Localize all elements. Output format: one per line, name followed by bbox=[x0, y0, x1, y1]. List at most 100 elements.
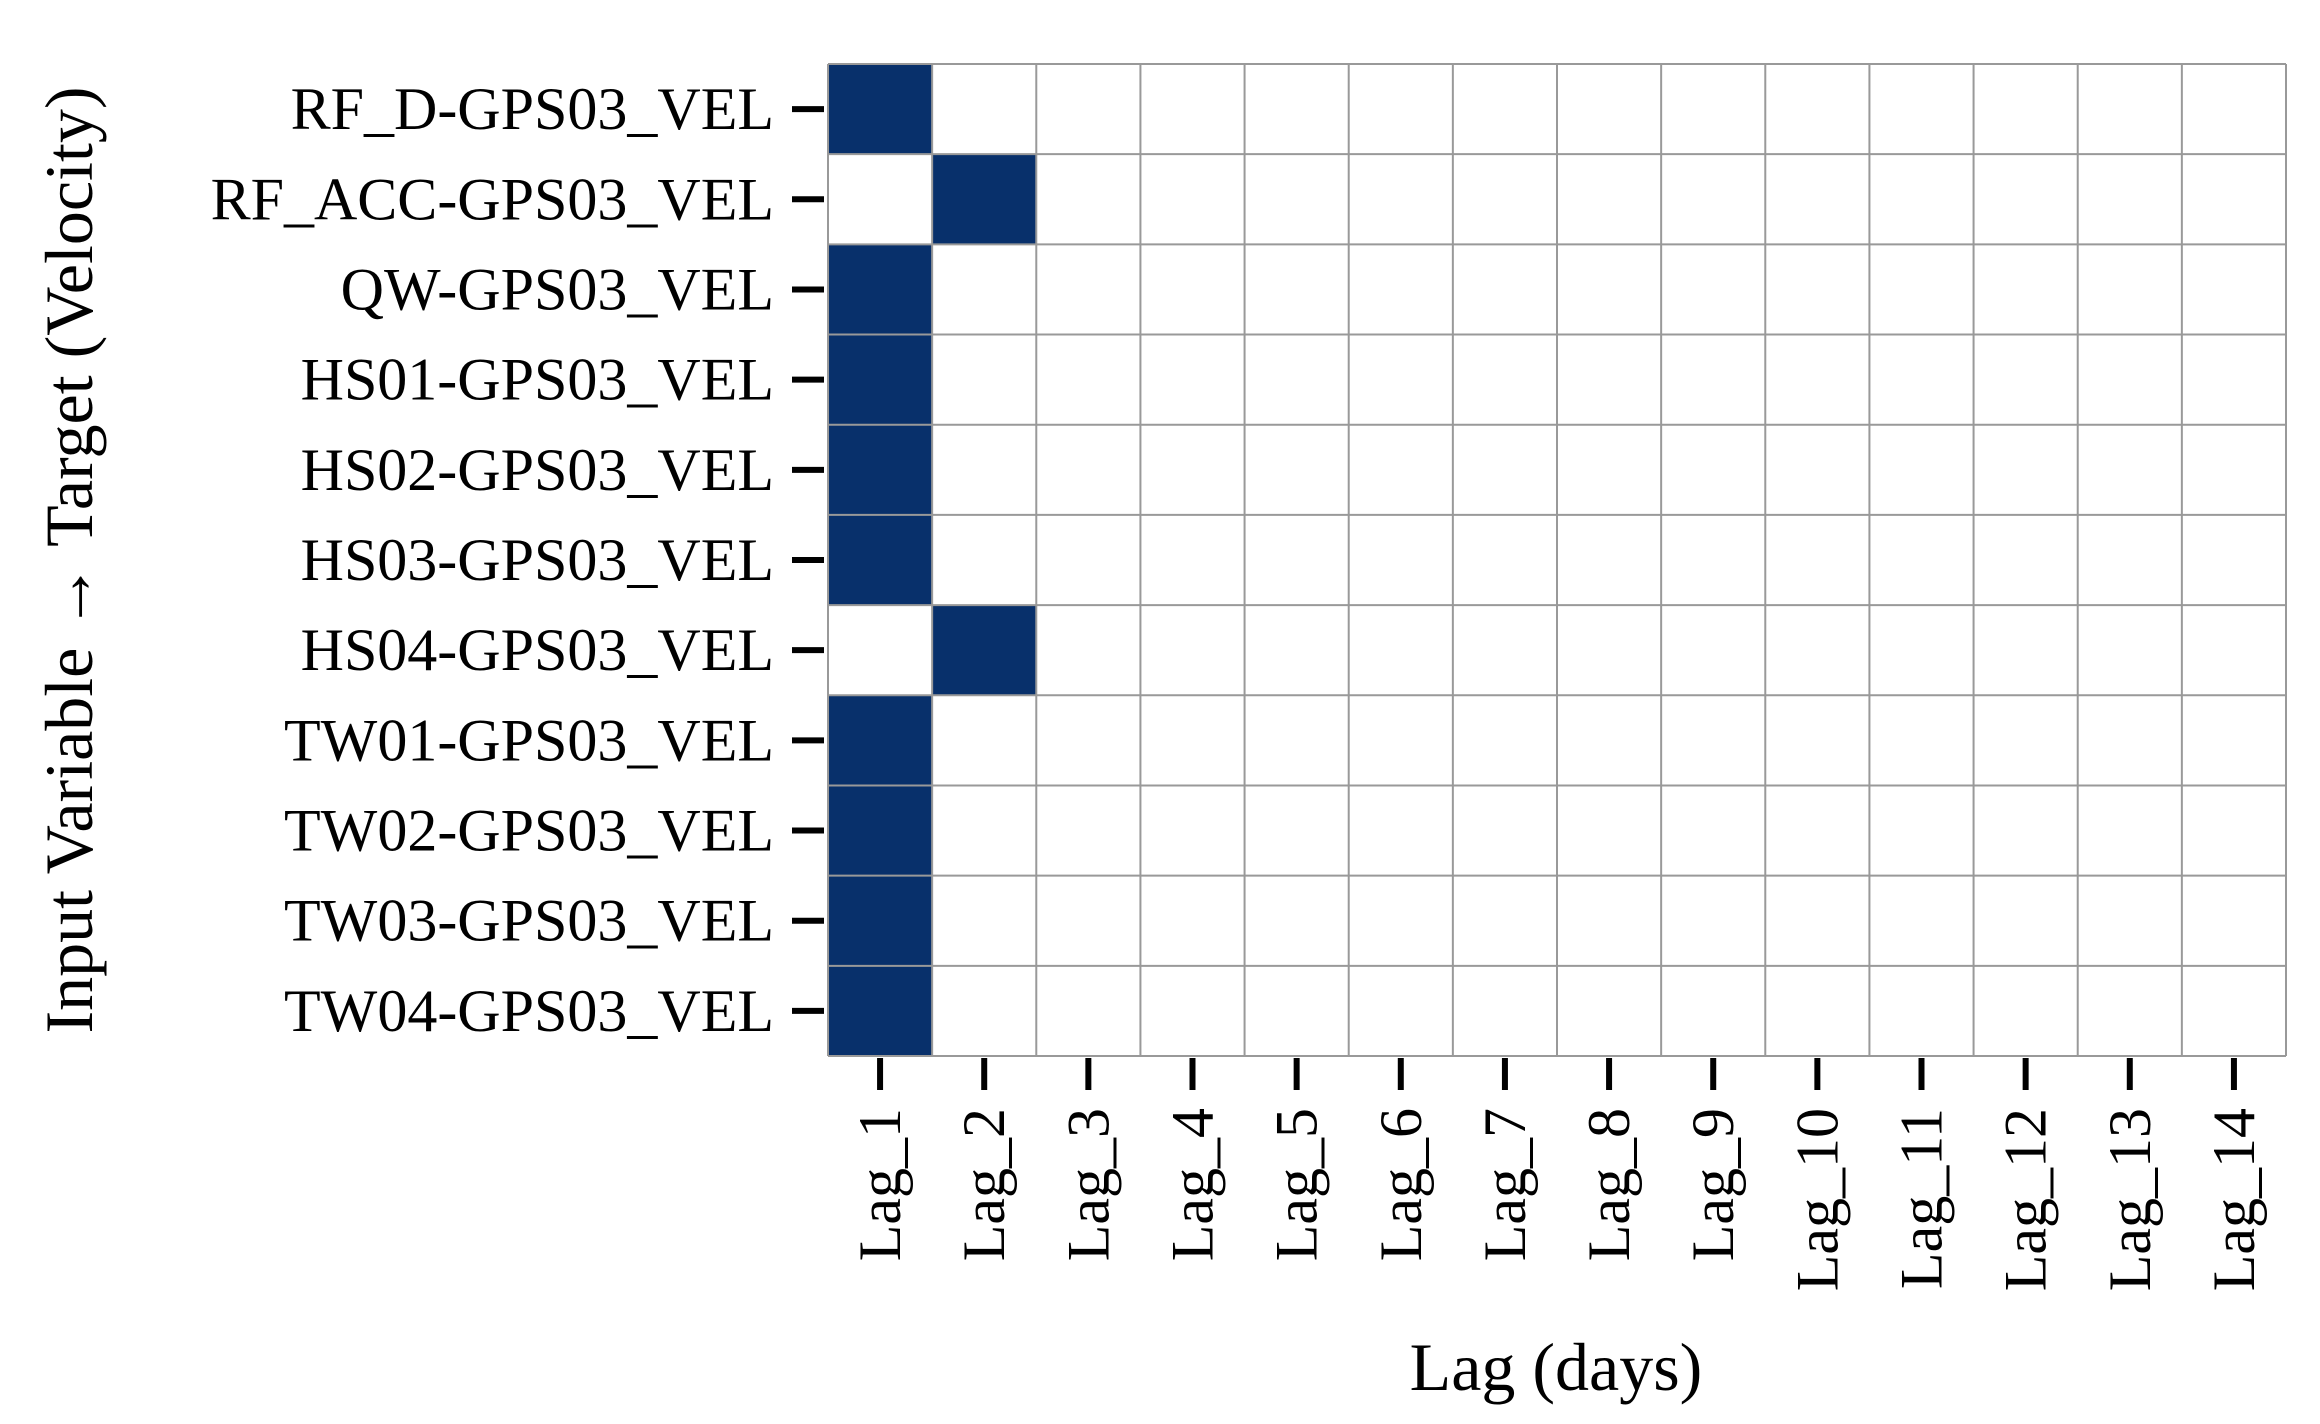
heatmap-cell bbox=[2077, 875, 2182, 966]
x-tick-label: Lag_7 bbox=[1472, 1108, 1538, 1261]
heatmap-cell bbox=[1036, 785, 1141, 876]
y-tick-label: RF_D-GPS03_VEL bbox=[291, 76, 774, 142]
heatmap-cell bbox=[1661, 334, 1766, 425]
heatmap-cell bbox=[1452, 965, 1557, 1056]
heatmap-cell bbox=[1765, 605, 1870, 696]
heatmap-cell bbox=[2077, 695, 2182, 786]
heatmap-cell bbox=[1140, 785, 1245, 876]
heatmap-cell bbox=[1869, 334, 1974, 425]
heatmap-cell bbox=[1348, 785, 1453, 876]
y-tick-label: HS01-GPS03_VEL bbox=[301, 347, 774, 413]
x-tick-label: Lag_3 bbox=[1055, 1108, 1121, 1261]
heatmap-cell bbox=[1869, 785, 1974, 876]
y-axis: RF_D-GPS03_VEL RF_ACC-GPS03_VEL QW-GPS03_V… bbox=[211, 76, 824, 1044]
heatmap-cell bbox=[1036, 424, 1141, 515]
heatmap-cell bbox=[1973, 424, 2078, 515]
heatmap-cell bbox=[1973, 64, 2078, 155]
heatmap-cell bbox=[932, 875, 1037, 966]
heatmap-cell bbox=[1452, 154, 1557, 245]
x-tick-label: Lag_2 bbox=[951, 1108, 1017, 1261]
x-tick-label: Lag_8 bbox=[1576, 1108, 1642, 1261]
heatmap-cell bbox=[1765, 695, 1870, 786]
heatmap-cell bbox=[1869, 875, 1974, 966]
heatmap-cell bbox=[1140, 605, 1245, 696]
heatmap-cell bbox=[1244, 154, 1349, 245]
heatmap-cell bbox=[1140, 424, 1245, 515]
heatmap-cell bbox=[1661, 605, 1766, 696]
heatmap-cell bbox=[932, 334, 1037, 425]
heatmap-cell bbox=[1661, 695, 1766, 786]
heatmap-cell bbox=[2077, 605, 2182, 696]
heatmap-cell bbox=[1869, 244, 1974, 335]
y-tick-label: RF_ACC-GPS03_VEL bbox=[211, 166, 774, 232]
heatmap-cell bbox=[1452, 64, 1557, 155]
y-tick-label: TW03-GPS03_VEL bbox=[284, 888, 774, 954]
heatmap-cell bbox=[2077, 965, 2182, 1056]
heatmap-cell bbox=[1348, 965, 1453, 1056]
heatmap-cell bbox=[1348, 695, 1453, 786]
heatmap-cell bbox=[1765, 875, 1870, 966]
heatmap-cell bbox=[1557, 244, 1662, 335]
heatmap-cell bbox=[2181, 695, 2286, 786]
x-tick-label: Lag_1 bbox=[847, 1108, 913, 1261]
heatmap-cell bbox=[1036, 875, 1141, 966]
y-tick-label: TW01-GPS03_VEL bbox=[284, 707, 774, 773]
heatmap-cell bbox=[1036, 64, 1141, 155]
heatmap-cell bbox=[932, 695, 1037, 786]
y-axis-title: Input Variable → Target (Velocity) bbox=[31, 87, 107, 1034]
heatmap-cell bbox=[2181, 875, 2286, 966]
heatmap-cell bbox=[1765, 424, 1870, 515]
heatmap-cell bbox=[1661, 244, 1766, 335]
heatmap-cell bbox=[828, 785, 933, 876]
heatmap-cell bbox=[2181, 424, 2286, 515]
heatmap-cell bbox=[1765, 334, 1870, 425]
heatmap-cell bbox=[1036, 695, 1141, 786]
x-tick-label: Lag_13 bbox=[2097, 1108, 2163, 1291]
heatmap-cell bbox=[828, 154, 933, 245]
heatmap-cell bbox=[1452, 424, 1557, 515]
heatmap-cell bbox=[1348, 424, 1453, 515]
heatmap-cell bbox=[1869, 605, 1974, 696]
heatmap-cell bbox=[1661, 875, 1766, 966]
heatmap-cell bbox=[1452, 244, 1557, 335]
heatmap-cell bbox=[1452, 695, 1557, 786]
heatmap-cell bbox=[1869, 514, 1974, 606]
heatmap-cell bbox=[1973, 605, 2078, 696]
heatmap-cell bbox=[1244, 695, 1349, 786]
heatmap-cell bbox=[1869, 64, 1974, 155]
heatmap-cell bbox=[1348, 875, 1453, 966]
heatmap-cell bbox=[1661, 785, 1766, 876]
heatmap-cell bbox=[932, 244, 1037, 335]
heatmap-cell bbox=[2181, 605, 2286, 696]
heatmap-cell bbox=[1973, 244, 2078, 335]
heatmap-cell bbox=[2181, 154, 2286, 245]
heatmap-cell bbox=[1973, 785, 2078, 876]
x-tick-label: Lag_12 bbox=[1993, 1108, 2059, 1291]
heatmap-cell bbox=[828, 965, 933, 1056]
heatmap-cell bbox=[2077, 514, 2182, 606]
heatmap-cell bbox=[1348, 605, 1453, 696]
heatmap-cell bbox=[1244, 514, 1349, 606]
x-axis: Lag_1 Lag_2 Lag_3 Lag_4 Lag_5 Lag_6 Lag_7 Lag_8… bbox=[847, 1058, 2267, 1291]
y-tick-label: HS04-GPS03_VEL bbox=[301, 617, 774, 683]
heatmap-cell bbox=[1140, 154, 1245, 245]
heatmap-cell bbox=[1973, 334, 2078, 425]
heatmap-cell bbox=[2077, 785, 2182, 876]
heatmap-cell bbox=[1036, 965, 1141, 1056]
heatmap-cell bbox=[2077, 334, 2182, 425]
heatmap-cell bbox=[1765, 514, 1870, 606]
heatmap-cell bbox=[1244, 334, 1349, 425]
heatmap-cell bbox=[2181, 244, 2286, 335]
heatmap-cell bbox=[2077, 424, 2182, 515]
x-tick-label: Lag_10 bbox=[1784, 1108, 1850, 1291]
heatmap-cell bbox=[1348, 334, 1453, 425]
heatmap-cell bbox=[828, 605, 933, 696]
heatmap-cell bbox=[1036, 605, 1141, 696]
heatmap-cell bbox=[1973, 154, 2078, 245]
x-tick-label: Lag_6 bbox=[1368, 1108, 1434, 1261]
heatmap-cell bbox=[1557, 605, 1662, 696]
heatmap-cell bbox=[1557, 965, 1662, 1056]
heatmap-cell bbox=[1244, 64, 1349, 155]
heatmap-cell bbox=[1557, 514, 1662, 606]
y-tick-label: HS03-GPS03_VEL bbox=[301, 527, 774, 593]
